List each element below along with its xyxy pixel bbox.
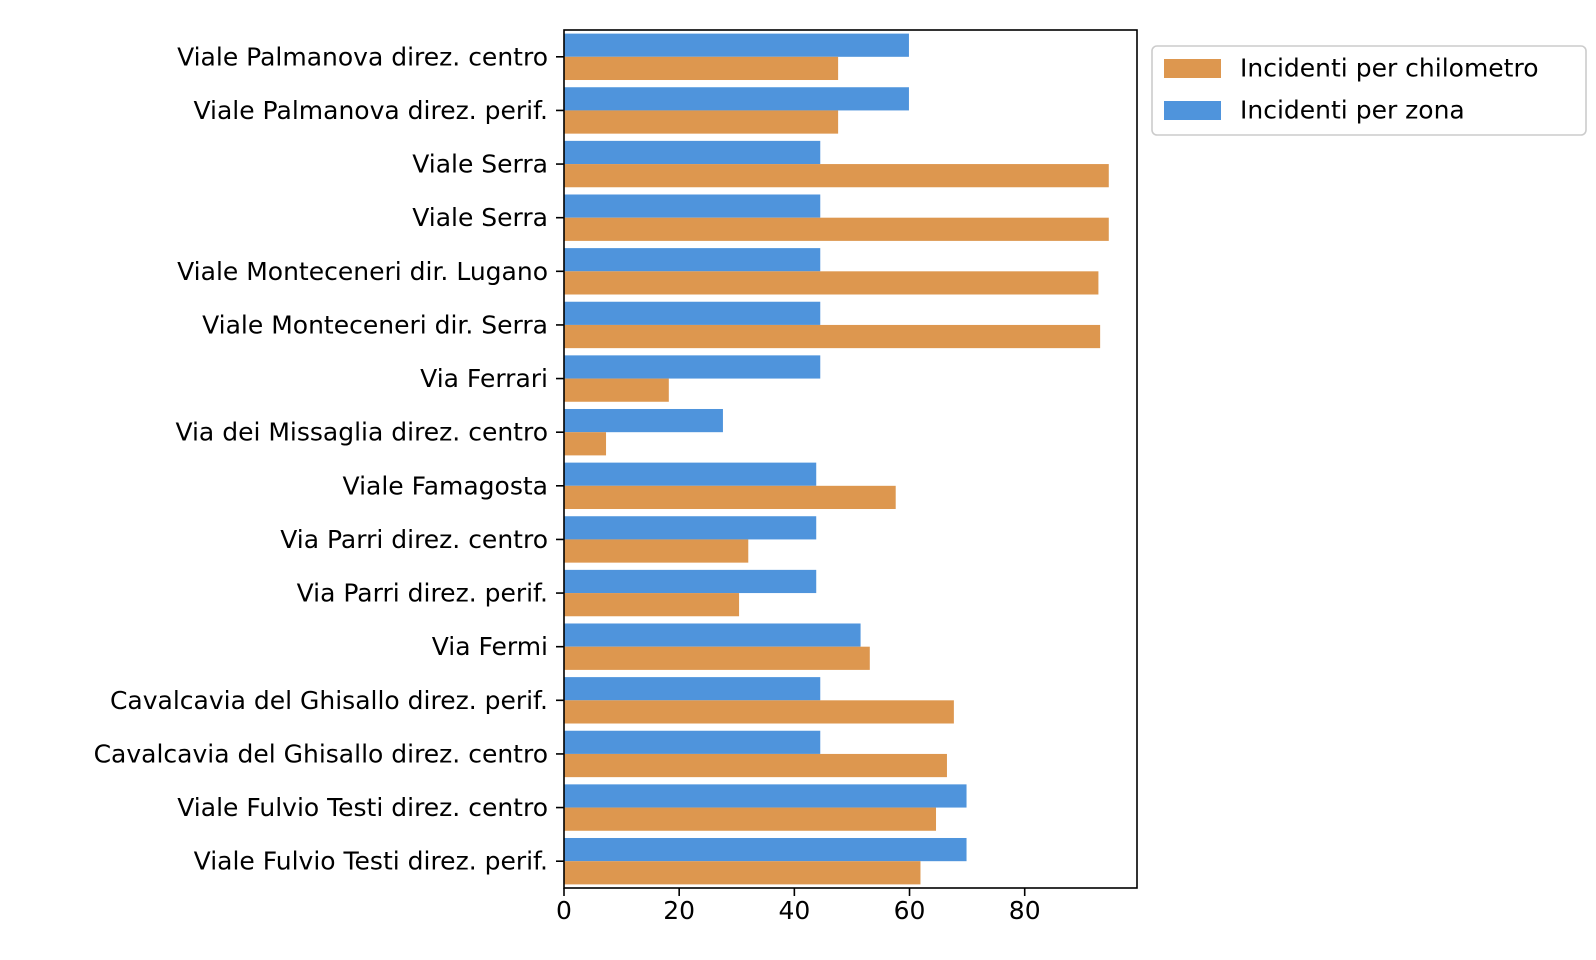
x-tick-label: 40	[778, 896, 810, 925]
bar-zona	[564, 623, 861, 647]
y-axis: Viale Palmanova direz. centro Viale Palma…	[94, 42, 564, 876]
bar-chilometro	[564, 753, 947, 778]
bar-zona	[564, 140, 821, 165]
y-tick-label: Via Parri direz. perif.	[297, 579, 548, 608]
bar-chilometro	[564, 324, 1101, 349]
bar-chilometro	[564, 861, 921, 885]
y-tick-label: Viale Serra	[412, 203, 548, 232]
y-tick-label: Cavalcavia del Ghisallo direz. centro	[94, 739, 548, 768]
bar-zona	[564, 408, 723, 433]
y-tick-label: Viale Fulvio Testi direz. centro	[177, 793, 548, 822]
bar-zona	[564, 569, 817, 594]
bar-zona	[564, 516, 817, 540]
bar-chilometro	[564, 807, 937, 831]
bar-zona	[564, 355, 821, 379]
y-tick-label: Viale Serra	[412, 150, 548, 179]
bar-chilometro	[564, 271, 1099, 295]
y-tick-label: Cavalcavia del Ghisallo direz. perif.	[110, 686, 548, 715]
bar-chilometro	[564, 164, 1109, 188]
bar-chilometro	[564, 593, 740, 617]
x-tick-label: 60	[894, 896, 926, 925]
bar-zona	[564, 837, 967, 862]
bar-chilometro	[564, 539, 749, 563]
x-tick-label: 80	[1009, 896, 1041, 925]
y-tick-label: Via Parri direz. centro	[280, 525, 548, 554]
legend-box	[1151, 45, 1587, 136]
bar-zona	[564, 301, 821, 325]
bars-group	[564, 33, 1109, 885]
bar-chilometro	[564, 217, 1109, 241]
bar-zona	[564, 87, 909, 111]
bar-zona	[564, 194, 821, 218]
legend-label: Incidenti per chilometro	[1240, 54, 1539, 83]
y-tick-label: Viale Monteceneri dir. Serra	[202, 310, 548, 339]
y-tick-label: Via dei Missaglia direz. centro	[175, 418, 548, 447]
x-tick-label: 20	[663, 896, 695, 925]
bar-chilometro	[564, 646, 870, 670]
bar-zona	[564, 462, 817, 486]
bar-zona	[564, 677, 821, 701]
plot-frame	[563, 29, 1138, 889]
bar-zona	[564, 784, 967, 808]
bar-chilometro	[564, 378, 669, 402]
bar-zona	[564, 33, 909, 57]
x-tick-label: 0	[556, 896, 572, 925]
bar-chilometro	[564, 700, 954, 724]
legend-swatch	[1164, 59, 1221, 78]
bar-chilometro	[564, 56, 839, 81]
x-axis: 0 20 40 60 80	[556, 888, 1041, 925]
bar-zona	[564, 248, 821, 272]
y-tick-label: Viale Palmanova direz. centro	[177, 42, 548, 71]
bar-zona	[564, 730, 821, 754]
y-tick-label: Viale Famagosta	[343, 471, 548, 500]
y-tick-label: Viale Palmanova direz. perif.	[193, 96, 548, 125]
bar-chilometro	[564, 432, 607, 456]
y-tick-label: Via Fermi	[432, 632, 548, 661]
y-tick-label: Viale Fulvio Testi direz. perif.	[194, 847, 548, 876]
y-tick-label: Via Ferrari	[420, 364, 548, 393]
legend-swatch	[1164, 101, 1221, 120]
bar-chilometro	[564, 110, 839, 134]
bar-chilometro	[564, 485, 896, 510]
legend-label: Incidenti per zona	[1240, 96, 1465, 125]
y-tick-label: Viale Monteceneri dir. Lugano	[177, 257, 548, 286]
legend: Incidenti per chilometro Incidenti per zo…	[1151, 45, 1587, 136]
